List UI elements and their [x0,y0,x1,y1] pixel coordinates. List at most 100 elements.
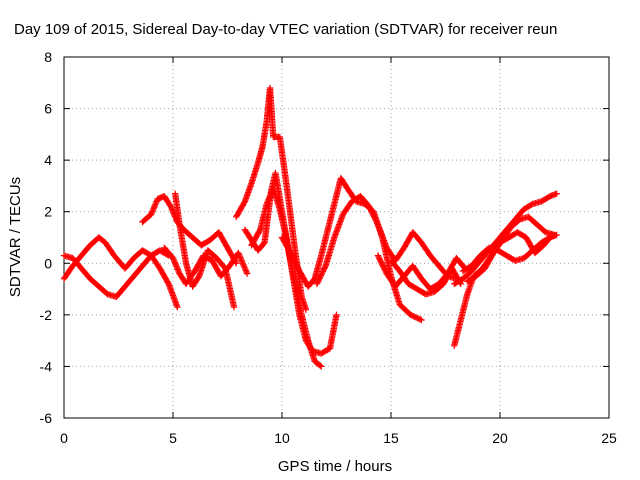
data-point [290,255,297,262]
data-point [319,268,327,275]
data-point [416,316,424,323]
data-point [379,262,386,269]
data-point [321,264,329,271]
data-point [378,259,385,266]
data-point [317,273,324,281]
ticks [63,56,610,419]
data-point [287,249,294,257]
data-point [371,214,378,221]
x-tick-label: 5 [169,430,177,446]
data-point [291,258,298,265]
y-tick-label: 6 [44,101,52,117]
data-point [288,252,296,259]
x-axis-label: GPS time / hours [278,458,392,475]
data-point [238,257,245,264]
data-point [292,259,299,266]
data-point [164,279,172,286]
y-tick-label: -2 [40,307,53,323]
data-point [230,303,238,311]
data-point [380,264,388,272]
data-point [318,363,325,370]
data-point [235,249,242,257]
data-point [317,272,325,279]
data-point [238,258,246,266]
data-point [239,260,246,267]
data-point [241,264,248,271]
x-tick-label: 20 [492,430,508,446]
y-axis-label: SDTVAR / TECUs [7,177,24,297]
data-point [553,190,560,197]
data-point [551,231,558,239]
data-marks [60,84,560,370]
x-tick-label: 10 [274,430,290,446]
data-point [294,265,302,272]
data-point [237,254,244,261]
data-point [242,267,250,274]
series-arc-1 [60,234,181,311]
data-point [373,218,380,226]
data-point [318,271,325,278]
data-point [288,251,295,258]
x-tick-labels: 0 5 10 15 20 25 [60,430,617,446]
data-point [315,277,322,285]
data-point [380,263,387,270]
data-point [242,265,249,273]
data-point [316,362,324,369]
chart-title: Day 109 of 2015, Sidereal Day-to-day VTE… [14,21,557,38]
series-arc-12 [387,257,464,298]
data-point [374,252,382,259]
series-arc-3 [139,193,240,267]
data-point [240,263,248,270]
data-point [293,262,300,269]
data-point [377,257,384,265]
data-point [381,266,388,273]
data-point [314,279,321,286]
data-point [237,255,245,263]
data-point [372,217,380,224]
series-arc-8 [248,185,340,357]
data-point [319,269,326,277]
series-arc-2 [60,247,172,301]
data-point [292,260,300,268]
series-arc-16 [464,213,558,285]
data-point [294,263,301,271]
y-tick-label: 8 [44,49,52,65]
data-point [235,251,243,258]
data-point [333,311,340,319]
data-point [320,266,327,274]
data-point [374,220,381,227]
y-tick-label: 4 [44,152,52,168]
data-point [290,256,298,264]
series-arc-5 [171,190,238,311]
y-tick-label: 0 [44,255,52,271]
data-point [378,260,386,268]
data-point [313,280,321,288]
data-point [243,268,250,276]
data-point [316,275,323,282]
data-point [369,210,376,217]
data-point [174,303,181,311]
data-point [240,261,247,268]
data-point [376,255,383,262]
x-tick-label: 0 [60,430,68,446]
data-point [241,199,248,206]
series-arc-10 [313,193,460,288]
data-point [315,276,323,283]
data-point [375,253,382,261]
data-point [382,267,389,275]
data-point [321,265,328,272]
data-point [368,208,376,216]
y-tick-labels: -6 -4 -2 0 2 4 6 8 [40,49,53,426]
data-point [289,253,296,261]
data-point [302,306,310,313]
data-point [368,207,375,214]
data-point [418,316,425,324]
data-point [366,204,374,212]
data-point [367,206,374,213]
data-point [366,203,373,210]
x-tick-label: 25 [601,430,617,446]
plot-frame [63,56,610,419]
data-point [236,252,243,260]
series-arc-7 [241,169,325,370]
